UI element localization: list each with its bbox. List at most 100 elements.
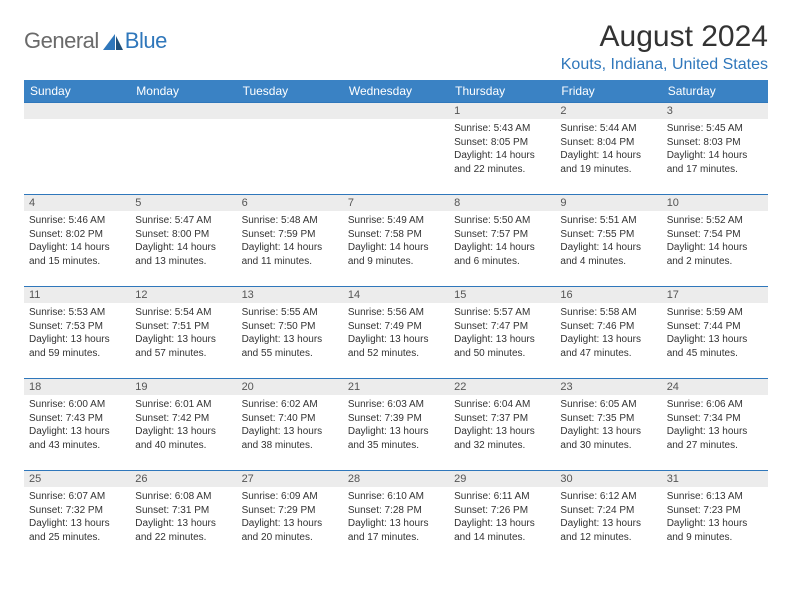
sunrise-text: Sunrise: 6:00 AM xyxy=(29,398,125,412)
sunset-text: Sunset: 7:50 PM xyxy=(242,320,338,334)
day-number: 10 xyxy=(662,195,768,211)
daylight-text: Daylight: 13 hours and 25 minutes. xyxy=(29,517,125,544)
sunset-text: Sunset: 7:59 PM xyxy=(242,228,338,242)
sunrise-text: Sunrise: 6:02 AM xyxy=(242,398,338,412)
daylight-text: Daylight: 13 hours and 22 minutes. xyxy=(135,517,231,544)
calendar-day-cell: 20Sunrise: 6:02 AMSunset: 7:40 PMDayligh… xyxy=(237,379,343,471)
day-number: 6 xyxy=(237,195,343,211)
sunrise-text: Sunrise: 6:06 AM xyxy=(667,398,763,412)
sunrise-text: Sunrise: 5:50 AM xyxy=(454,214,550,228)
calendar-body: 1Sunrise: 5:43 AMSunset: 8:05 PMDaylight… xyxy=(24,103,768,563)
daylight-text: Daylight: 13 hours and 35 minutes. xyxy=(348,425,444,452)
calendar-day-cell: 16Sunrise: 5:58 AMSunset: 7:46 PMDayligh… xyxy=(555,287,661,379)
brand-sail-icon xyxy=(103,34,123,50)
brand-logo: General Blue xyxy=(24,20,167,54)
daylight-text: Daylight: 14 hours and 17 minutes. xyxy=(667,149,763,176)
day-details: Sunrise: 6:12 AMSunset: 7:24 PMDaylight:… xyxy=(555,487,661,548)
day-details: Sunrise: 5:55 AMSunset: 7:50 PMDaylight:… xyxy=(237,303,343,364)
calendar-day-cell: 12Sunrise: 5:54 AMSunset: 7:51 PMDayligh… xyxy=(130,287,236,379)
calendar-day-cell: 17Sunrise: 5:59 AMSunset: 7:44 PMDayligh… xyxy=(662,287,768,379)
calendar-day-cell: 9Sunrise: 5:51 AMSunset: 7:55 PMDaylight… xyxy=(555,195,661,287)
sunset-text: Sunset: 7:39 PM xyxy=(348,412,444,426)
day-number: 5 xyxy=(130,195,236,211)
day-number: 30 xyxy=(555,471,661,487)
calendar-day-cell: 13Sunrise: 5:55 AMSunset: 7:50 PMDayligh… xyxy=(237,287,343,379)
sunset-text: Sunset: 7:44 PM xyxy=(667,320,763,334)
day-details: Sunrise: 5:46 AMSunset: 8:02 PMDaylight:… xyxy=(24,211,130,272)
daylight-text: Daylight: 13 hours and 38 minutes. xyxy=(242,425,338,452)
daylight-text: Daylight: 13 hours and 20 minutes. xyxy=(242,517,338,544)
calendar-day-cell: 26Sunrise: 6:08 AMSunset: 7:31 PMDayligh… xyxy=(130,471,236,563)
sunrise-text: Sunrise: 5:51 AM xyxy=(560,214,656,228)
sunset-text: Sunset: 7:37 PM xyxy=(454,412,550,426)
calendar-week-row: 25Sunrise: 6:07 AMSunset: 7:32 PMDayligh… xyxy=(24,471,768,563)
day-number xyxy=(237,103,343,119)
daylight-text: Daylight: 13 hours and 50 minutes. xyxy=(454,333,550,360)
day-details: Sunrise: 5:58 AMSunset: 7:46 PMDaylight:… xyxy=(555,303,661,364)
daylight-text: Daylight: 14 hours and 13 minutes. xyxy=(135,241,231,268)
calendar-day-cell: 19Sunrise: 6:01 AMSunset: 7:42 PMDayligh… xyxy=(130,379,236,471)
calendar-table: Sunday Monday Tuesday Wednesday Thursday… xyxy=(24,80,768,563)
calendar-day-cell: 3Sunrise: 5:45 AMSunset: 8:03 PMDaylight… xyxy=(662,103,768,195)
calendar-day-cell xyxy=(343,103,449,195)
day-details: Sunrise: 6:13 AMSunset: 7:23 PMDaylight:… xyxy=(662,487,768,548)
calendar-day-cell: 22Sunrise: 6:04 AMSunset: 7:37 PMDayligh… xyxy=(449,379,555,471)
daylight-text: Daylight: 13 hours and 30 minutes. xyxy=(560,425,656,452)
calendar-day-cell: 2Sunrise: 5:44 AMSunset: 8:04 PMDaylight… xyxy=(555,103,661,195)
day-details: Sunrise: 5:59 AMSunset: 7:44 PMDaylight:… xyxy=(662,303,768,364)
day-details: Sunrise: 5:54 AMSunset: 7:51 PMDaylight:… xyxy=(130,303,236,364)
calendar-header-row: Sunday Monday Tuesday Wednesday Thursday… xyxy=(24,80,768,103)
day-number: 31 xyxy=(662,471,768,487)
day-details: Sunrise: 5:44 AMSunset: 8:04 PMDaylight:… xyxy=(555,119,661,180)
daylight-text: Daylight: 13 hours and 43 minutes. xyxy=(29,425,125,452)
calendar-day-cell: 10Sunrise: 5:52 AMSunset: 7:54 PMDayligh… xyxy=(662,195,768,287)
daylight-text: Daylight: 13 hours and 9 minutes. xyxy=(667,517,763,544)
calendar-day-cell: 4Sunrise: 5:46 AMSunset: 8:02 PMDaylight… xyxy=(24,195,130,287)
sunset-text: Sunset: 7:51 PM xyxy=(135,320,231,334)
day-details: Sunrise: 5:52 AMSunset: 7:54 PMDaylight:… xyxy=(662,211,768,272)
daylight-text: Daylight: 14 hours and 6 minutes. xyxy=(454,241,550,268)
sunrise-text: Sunrise: 5:43 AM xyxy=(454,122,550,136)
sunset-text: Sunset: 7:57 PM xyxy=(454,228,550,242)
sunset-text: Sunset: 7:58 PM xyxy=(348,228,444,242)
daylight-text: Daylight: 13 hours and 40 minutes. xyxy=(135,425,231,452)
day-details: Sunrise: 5:43 AMSunset: 8:05 PMDaylight:… xyxy=(449,119,555,180)
day-number: 7 xyxy=(343,195,449,211)
sunrise-text: Sunrise: 5:55 AM xyxy=(242,306,338,320)
sunrise-text: Sunrise: 6:12 AM xyxy=(560,490,656,504)
weekday-header: Wednesday xyxy=(343,80,449,103)
day-number xyxy=(130,103,236,119)
sunset-text: Sunset: 7:55 PM xyxy=(560,228,656,242)
calendar-day-cell: 18Sunrise: 6:00 AMSunset: 7:43 PMDayligh… xyxy=(24,379,130,471)
day-number: 13 xyxy=(237,287,343,303)
day-number: 29 xyxy=(449,471,555,487)
sunset-text: Sunset: 7:35 PM xyxy=(560,412,656,426)
day-details: Sunrise: 5:56 AMSunset: 7:49 PMDaylight:… xyxy=(343,303,449,364)
brand-part1: General xyxy=(24,28,99,54)
day-number: 4 xyxy=(24,195,130,211)
calendar-day-cell xyxy=(237,103,343,195)
day-details: Sunrise: 6:04 AMSunset: 7:37 PMDaylight:… xyxy=(449,395,555,456)
daylight-text: Daylight: 13 hours and 14 minutes. xyxy=(454,517,550,544)
day-details: Sunrise: 5:48 AMSunset: 7:59 PMDaylight:… xyxy=(237,211,343,272)
day-number: 11 xyxy=(24,287,130,303)
day-number: 25 xyxy=(24,471,130,487)
sunset-text: Sunset: 8:03 PM xyxy=(667,136,763,150)
daylight-text: Daylight: 13 hours and 12 minutes. xyxy=(560,517,656,544)
sunset-text: Sunset: 8:02 PM xyxy=(29,228,125,242)
sunset-text: Sunset: 7:32 PM xyxy=(29,504,125,518)
sunrise-text: Sunrise: 6:08 AM xyxy=(135,490,231,504)
sunrise-text: Sunrise: 5:46 AM xyxy=(29,214,125,228)
day-details: Sunrise: 6:05 AMSunset: 7:35 PMDaylight:… xyxy=(555,395,661,456)
sunrise-text: Sunrise: 5:53 AM xyxy=(29,306,125,320)
sunrise-text: Sunrise: 5:44 AM xyxy=(560,122,656,136)
calendar-day-cell: 30Sunrise: 6:12 AMSunset: 7:24 PMDayligh… xyxy=(555,471,661,563)
sunset-text: Sunset: 7:47 PM xyxy=(454,320,550,334)
daylight-text: Daylight: 13 hours and 57 minutes. xyxy=(135,333,231,360)
daylight-text: Daylight: 13 hours and 47 minutes. xyxy=(560,333,656,360)
day-number: 17 xyxy=(662,287,768,303)
day-number: 27 xyxy=(237,471,343,487)
weekday-header: Thursday xyxy=(449,80,555,103)
day-number: 12 xyxy=(130,287,236,303)
sunrise-text: Sunrise: 5:52 AM xyxy=(667,214,763,228)
